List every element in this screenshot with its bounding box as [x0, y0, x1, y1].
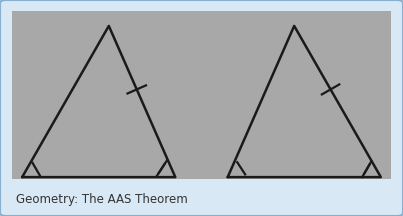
Bar	[12, 11, 391, 179]
Text: Geometry: The AAS Theorem: Geometry: The AAS Theorem	[16, 193, 188, 206]
